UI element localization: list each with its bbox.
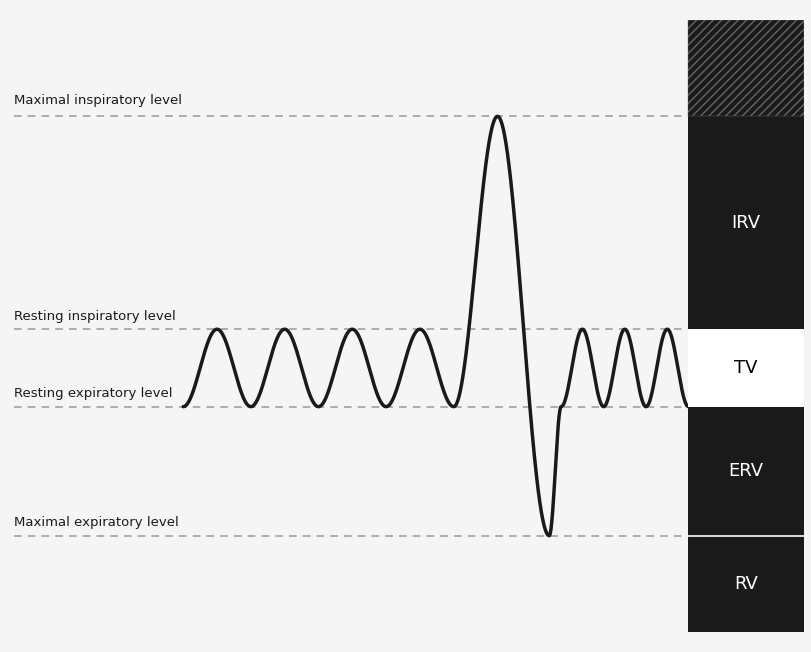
Text: Resting inspiratory level: Resting inspiratory level [15,310,176,323]
Bar [688,20,803,116]
Text: IRV: IRV [731,214,760,231]
Bar [688,329,803,407]
Text: Maximal expiratory level: Maximal expiratory level [15,516,179,529]
Text: ERV: ERV [727,462,763,480]
Bar [688,20,803,632]
Text: Resting expiratory level: Resting expiratory level [15,387,173,400]
Text: TV: TV [733,359,757,377]
Text: RV: RV [733,575,757,593]
Text: Maximal inspiratory level: Maximal inspiratory level [15,94,182,107]
